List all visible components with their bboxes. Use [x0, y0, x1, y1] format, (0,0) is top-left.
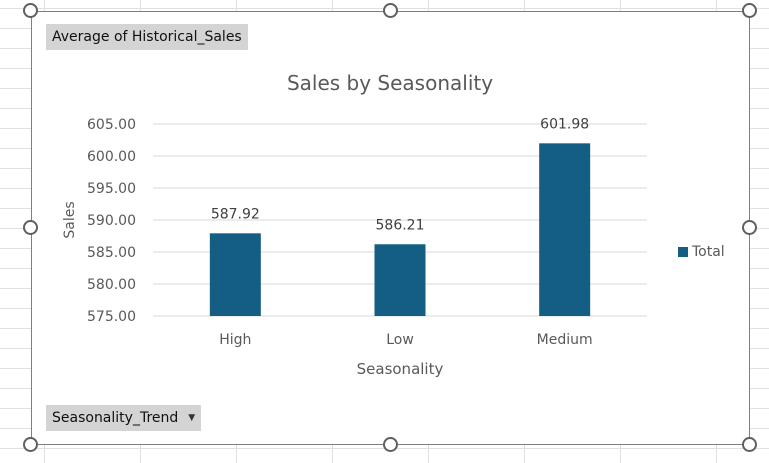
y-axis-label: Sales [62, 201, 78, 238]
legend-label: Total [692, 244, 725, 260]
data-label: 587.92 [211, 206, 260, 222]
axis-field-label: Seasonality_Trend [52, 410, 179, 426]
resize-handle-top-left[interactable] [23, 3, 38, 18]
y-tick-label: 575.00 [87, 309, 136, 325]
chart-area[interactable] [31, 11, 750, 445]
resize-handle-bottom-right[interactable] [742, 437, 757, 452]
bar [209, 233, 261, 316]
legend-swatch [678, 247, 688, 257]
y-tick-label: 600.00 [87, 149, 136, 165]
resize-handle-middle-left[interactable] [23, 220, 38, 235]
data-label: 601.98 [540, 116, 589, 132]
bar [374, 244, 426, 316]
resize-handle-top-middle[interactable] [383, 3, 398, 18]
chart-title: Sales by Seasonality [287, 71, 493, 95]
x-tick-label: High [219, 332, 251, 348]
dropdown-arrow-icon[interactable]: ▼ [188, 413, 196, 423]
x-tick-label: Low [386, 332, 414, 348]
data-label: 586.21 [376, 217, 425, 233]
resize-handle-bottom-left[interactable] [23, 437, 38, 452]
y-tick-label: 585.00 [87, 245, 136, 261]
bar [539, 143, 591, 316]
legend[interactable]: Total [678, 244, 725, 260]
y-tick-label: 595.00 [87, 181, 136, 197]
resize-handle-bottom-middle[interactable] [383, 437, 398, 452]
y-tick-label: 580.00 [87, 277, 136, 293]
x-axis-label: Seasonality [357, 360, 444, 378]
y-tick-label: 605.00 [87, 117, 136, 133]
value-field-label: Average of Historical_Sales [52, 29, 242, 45]
resize-handle-top-right[interactable] [742, 3, 757, 18]
value-field-button[interactable]: Average of Historical_Sales [46, 24, 248, 50]
y-tick-label: 590.00 [87, 213, 136, 229]
x-tick-label: Medium [537, 332, 593, 348]
resize-handle-middle-right[interactable] [742, 220, 757, 235]
axis-field-button[interactable]: Seasonality_Trend ▼ [46, 405, 202, 431]
